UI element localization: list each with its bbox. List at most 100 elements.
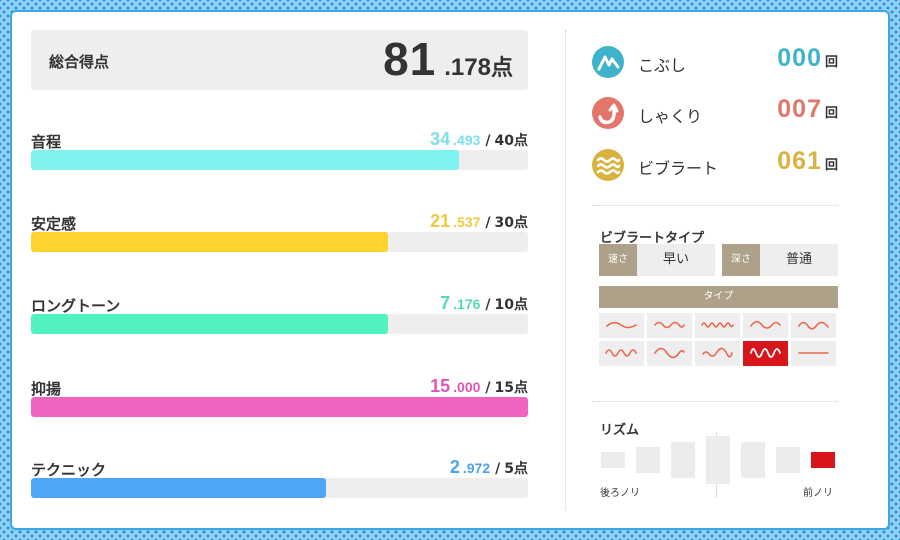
category-bar-track: [31, 232, 528, 252]
rhythm-block: [776, 447, 800, 473]
technique-count-unit: 回: [824, 55, 838, 70]
category-score: 15.000/15点: [430, 376, 528, 397]
category-dynamics: 抑揚 15.000/15点: [31, 376, 528, 438]
category-bar-fill: [31, 397, 528, 417]
category-name: 安定感: [31, 215, 77, 233]
technique-count: 000 回: [777, 44, 838, 73]
total-score-integer: 81: [383, 33, 437, 85]
technique-label: こぶし: [638, 56, 687, 75]
technique-count: 061 回: [777, 147, 838, 176]
category-separator: /: [485, 215, 491, 231]
category-score-decimal: .176: [453, 296, 481, 312]
vibrato-type-wave: [647, 313, 692, 338]
rhythm-block: [706, 436, 730, 484]
total-score-value: 81 .178点: [383, 32, 513, 86]
vibrato-type-wave: [599, 313, 644, 338]
category-bar-fill: [31, 150, 460, 170]
vibrato-type-wave: [647, 341, 692, 366]
category-score-integer: 2: [449, 457, 460, 477]
rhythm-left-label: 後ろノリ: [600, 488, 640, 499]
vibrato-type-wave: [791, 341, 836, 366]
technique-label: ビブラート: [638, 159, 719, 178]
vibrato-depth: 深さ 普通: [722, 244, 838, 276]
rhythm-right-label: 前ノリ: [803, 488, 833, 499]
vibrato-type-wave: [743, 313, 788, 338]
category-bar-fill: [31, 478, 327, 498]
category-score-integer: 7: [440, 293, 451, 313]
category-score-integer: 15: [430, 376, 451, 396]
category-bar-track: [31, 314, 528, 334]
technique-vibrato: ビブラート 061 回: [592, 147, 838, 185]
category-score: 34.493/40点: [430, 129, 528, 150]
category-max: 15点: [494, 380, 528, 396]
technique-shakuri: しゃくり 007 回: [592, 95, 838, 133]
column-divider: [565, 30, 566, 510]
vibrato-type-header: タイプ: [599, 286, 838, 308]
category-score: 7.176/10点: [440, 293, 528, 314]
category-stability: 安定感 21.537/30点: [31, 211, 528, 273]
vibrato-speed-tag: 速さ: [599, 244, 637, 276]
kobushi-icon: [592, 46, 624, 78]
category-name: テクニック: [31, 461, 107, 479]
rhythm-block-active: [811, 452, 835, 468]
category-max: 10点: [494, 297, 528, 313]
section-divider: [592, 401, 838, 402]
technique-kobushi: こぶし 000 回: [592, 44, 838, 82]
category-pitch: 音程 34.493/40点: [31, 129, 528, 191]
vibrato-type-wave: [599, 341, 644, 366]
vibrato-type-wave-selected: [743, 341, 788, 366]
vibrato-type-wave: [695, 341, 740, 366]
category-long-tone: ロングトーン 7.176/10点: [31, 293, 528, 355]
category-bar-track: [31, 478, 528, 498]
category-score-integer: 21: [430, 211, 451, 231]
category-name: 音程: [31, 133, 62, 151]
vibrato-depth-value: 普通: [760, 244, 838, 276]
category-score: 2.972/5点: [450, 457, 528, 478]
total-score-decimal: .178: [444, 54, 491, 81]
category-name: ロングトーン: [31, 297, 121, 315]
technique-count-unit: 回: [824, 158, 838, 173]
category-bar-track: [31, 397, 528, 417]
category-technique: テクニック 2.972/5点: [31, 457, 528, 519]
category-bar-fill: [31, 314, 388, 334]
category-max: 30点: [494, 215, 528, 231]
category-score-integer: 34: [430, 129, 451, 149]
rhythm-block: [636, 447, 660, 473]
vibrato-type-wave: [695, 313, 740, 338]
technique-count-number: 007: [777, 95, 822, 123]
category-score-decimal: .972: [462, 460, 491, 476]
category-separator: /: [485, 380, 491, 396]
vibrato-type-title: ビブラートタイプ: [600, 231, 705, 246]
rhythm-block: [671, 442, 695, 478]
category-separator: /: [495, 461, 501, 477]
technique-count-number: 000: [777, 44, 822, 72]
category-separator: /: [485, 297, 491, 313]
vibrato-icon: [592, 149, 624, 181]
category-bar-fill: [31, 232, 388, 252]
technique-count: 007 回: [777, 95, 838, 124]
rhythm-title: リズム: [600, 423, 640, 438]
category-score-decimal: .493: [453, 132, 481, 148]
section-divider: [592, 205, 838, 206]
vibrato-speed-value: 早い: [637, 244, 715, 276]
shakuri-icon: [592, 97, 624, 129]
technique-count-number: 061: [777, 147, 822, 175]
technique-label: しゃくり: [638, 107, 703, 126]
rhythm-block: [601, 452, 625, 468]
category-max: 40点: [494, 133, 528, 149]
category-score: 21.537/30点: [430, 211, 528, 232]
category-score-decimal: .537: [453, 214, 481, 230]
total-score-label: 総合得点: [49, 53, 110, 71]
vibrato-depth-tag: 深さ: [722, 244, 760, 276]
category-bar-track: [31, 150, 528, 170]
total-score-unit: 点: [490, 55, 513, 80]
vibrato-type-wave: [791, 313, 836, 338]
category-name: 抑揚: [31, 380, 62, 398]
technique-count-unit: 回: [824, 106, 838, 121]
total-score-box: 総合得点 81 .178点: [31, 30, 528, 90]
rhythm-block: [741, 442, 765, 478]
category-max: 5点: [504, 461, 528, 477]
category-score-decimal: .000: [453, 379, 481, 395]
vibrato-speed: 速さ 早い: [599, 244, 715, 276]
category-separator: /: [485, 133, 491, 149]
